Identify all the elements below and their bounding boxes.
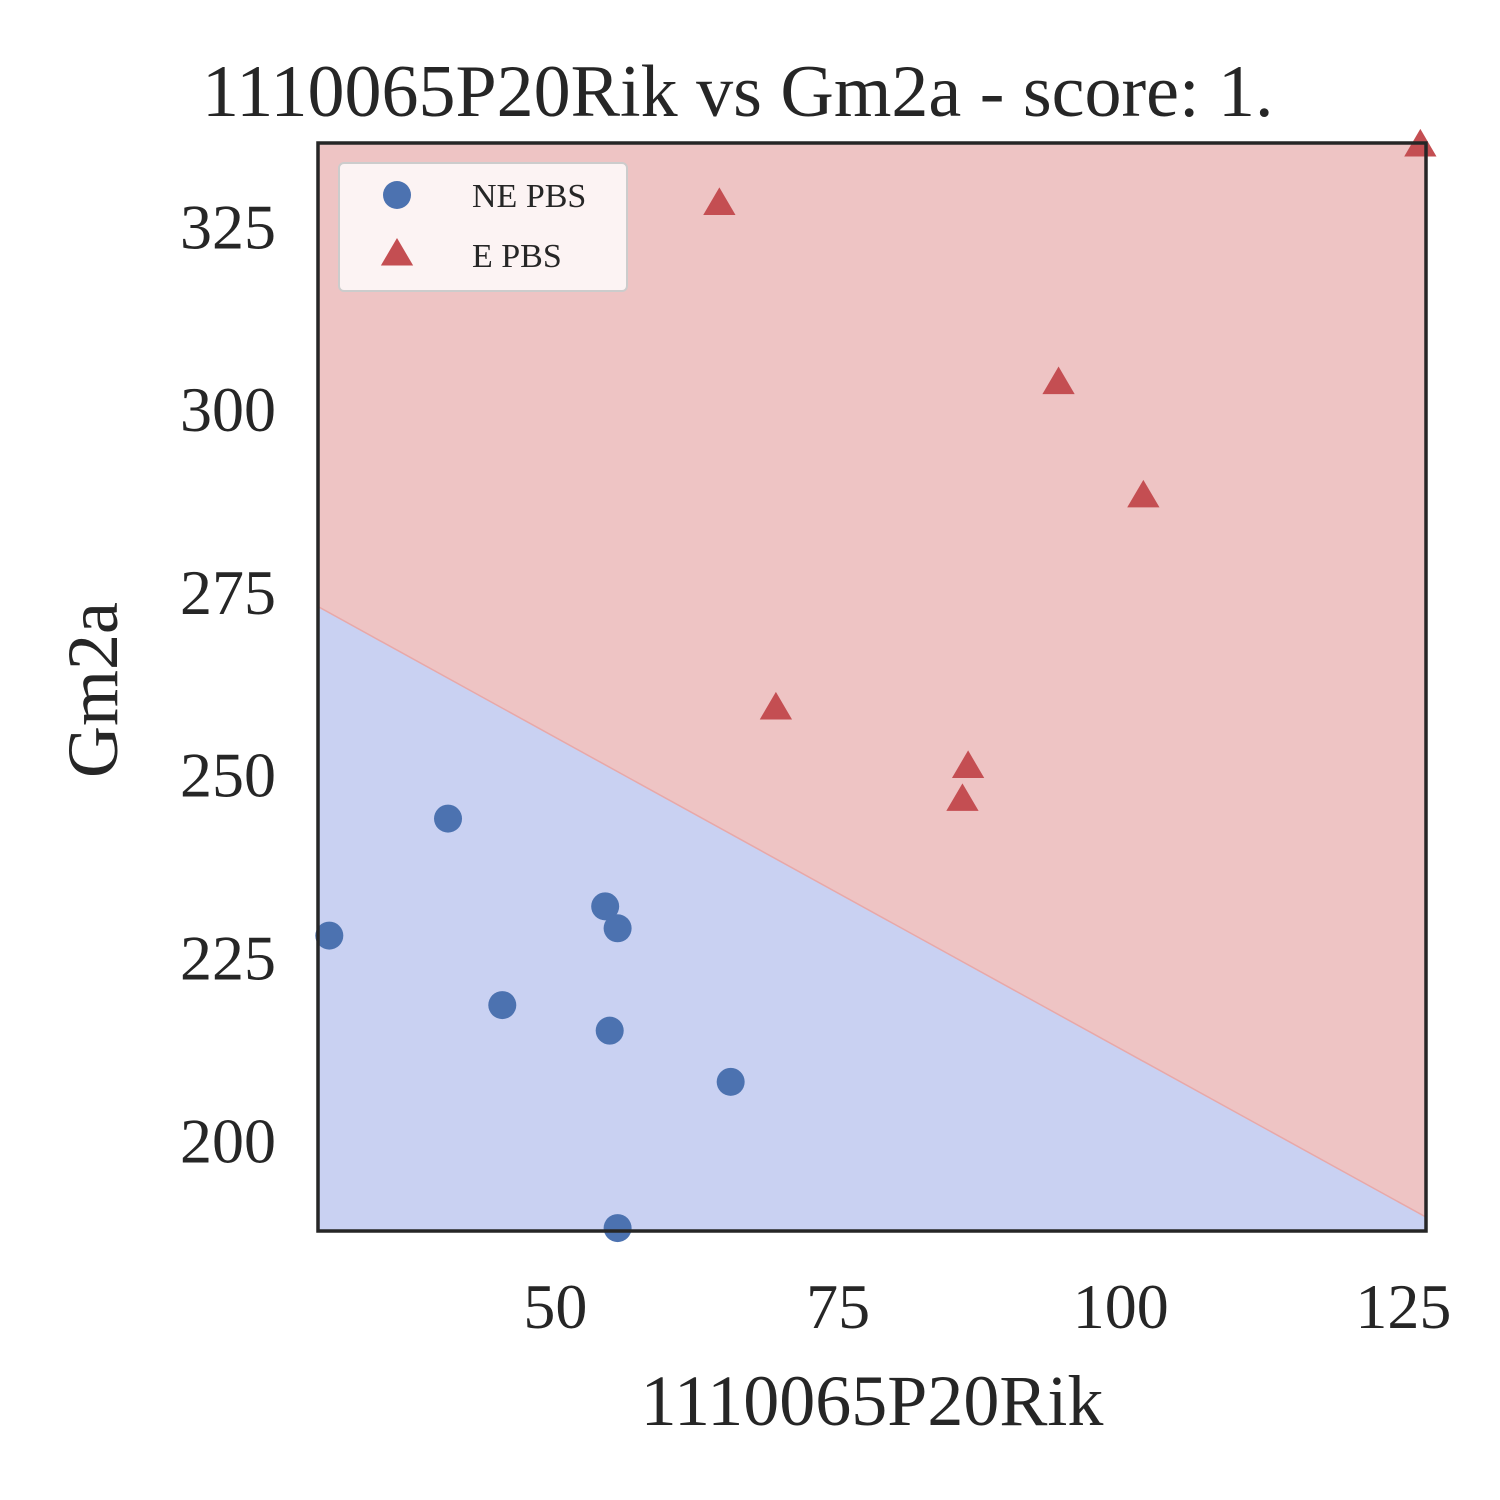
y-tick-label-225: 225 [180,923,276,994]
legend-label-e-pbs: E PBS [472,238,562,275]
y-tick-label-300: 300 [180,374,276,445]
point-ne-pbs-5 [595,1016,624,1045]
x-tick-label-125: 125 [1355,1271,1451,1342]
legend-marker-e-pbs [380,238,414,266]
plot-frame [316,141,1428,1233]
x-tick-label-50: 50 [523,1271,587,1342]
region-ne-pbs [318,606,1426,1231]
y-tick-label-200: 200 [180,1105,276,1176]
point-e-pbs-2 [951,750,985,778]
y-tick-label-275: 275 [180,557,276,628]
point-ne-pbs-4 [603,914,632,943]
y-tick-label-250: 250 [180,740,276,811]
point-e-pbs-0 [703,187,736,215]
decision-regions [318,143,1426,1231]
point-e-pbs-5 [1127,479,1160,508]
point-ne-pbs-0 [315,921,344,950]
point-e-pbs-4 [1042,366,1075,395]
point-ne-pbs-7 [603,1214,632,1243]
legend: NE PBS E PBS [338,162,628,292]
x-axis-label: 1110065P20Rik [641,1361,1104,1441]
legend-label-ne-pbs: NE PBS [472,178,586,215]
point-ne-pbs-3 [591,892,620,921]
x-tick-label-75: 75 [806,1271,870,1342]
point-ne-pbs-2 [488,991,517,1020]
point-e-pbs-3 [946,783,979,811]
point-e-pbs-1 [759,691,793,720]
point-ne-pbs-1 [434,804,463,833]
y-axis-ticks: 200 225 250 275 300 325 [180,191,276,1176]
legend-marker-ne-pbs [383,181,411,209]
chart-title: 1110065P20Rik vs Gm2a - score: 1. [202,51,1274,133]
decision-boundary-line [318,605,1426,1218]
data-markers [315,128,1437,1243]
region-e-pbs [318,143,1426,1218]
x-tick-label-100: 100 [1073,1271,1169,1342]
point-ne-pbs-6 [716,1067,745,1096]
y-tick-label-325: 325 [180,191,276,262]
x-axis-ticks: 50 75 100 125 [523,1271,1451,1342]
y-axis-label: Gm2a [53,602,133,778]
